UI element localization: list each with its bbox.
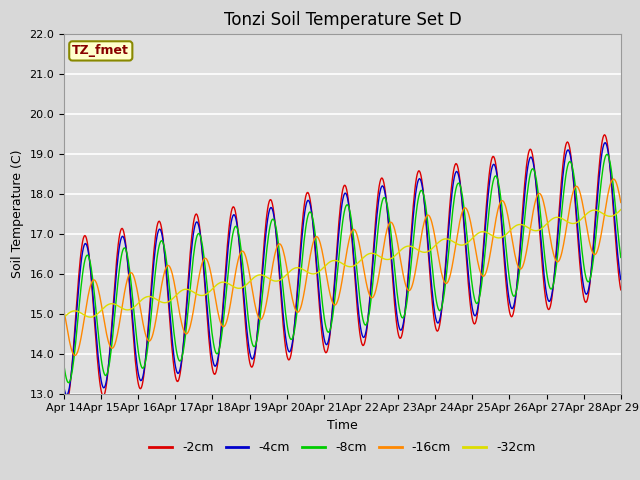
X-axis label: Time: Time <box>327 419 358 432</box>
Y-axis label: Soil Temperature (C): Soil Temperature (C) <box>11 149 24 278</box>
Text: TZ_fmet: TZ_fmet <box>72 44 129 58</box>
Legend: -2cm, -4cm, -8cm, -16cm, -32cm: -2cm, -4cm, -8cm, -16cm, -32cm <box>145 436 540 459</box>
Title: Tonzi Soil Temperature Set D: Tonzi Soil Temperature Set D <box>223 11 461 29</box>
